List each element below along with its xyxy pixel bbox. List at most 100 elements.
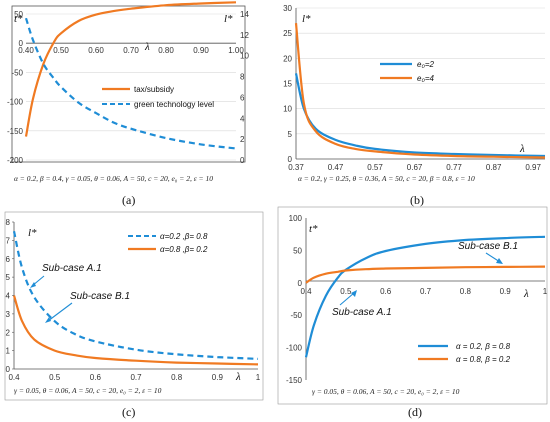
panel-a-xtick: 0.80	[158, 46, 174, 55]
panel-d-ytick: 50	[293, 246, 302, 255]
panel-d-ytick: 0	[298, 279, 303, 288]
panel-c-xtick: 0.4	[8, 373, 20, 382]
panel-a-ytick-left: 50	[14, 10, 23, 19]
panel-b-xtick: 0.77	[446, 163, 462, 172]
panel-a-ytick-right: 0	[240, 156, 245, 165]
panel-d-xtick: 0.7	[420, 287, 432, 296]
panel-c-legend-label-2: α=0.8 ,β= 0.2	[160, 245, 208, 254]
panel-d-label: (d)	[408, 405, 422, 419]
panel-c-ytick: 3	[6, 310, 11, 319]
panel-b-series-line-2	[294, 22, 546, 159]
panel-a-ytick-left: -100	[7, 98, 24, 107]
panel-c: 8 7 6 5 4 3 2 1 00.4 0.5 0.6 0.7 0.8 0.9 1 l* λ α=0.2 …	[4, 211, 264, 419]
panel-a-series-line-1	[24, 1, 237, 137]
panel-c-xtick: 1	[256, 373, 261, 382]
panel-a-frame	[11, 5, 246, 163]
panel-a-ytick-right: 12	[240, 31, 249, 40]
panel-c-xtick: 0.7	[130, 373, 142, 382]
panel-a-ytick-right: 4	[240, 114, 245, 123]
panel-c-ytick: 6	[6, 255, 11, 264]
panel-d-xtick: 0.6	[380, 287, 392, 296]
panel-c-ytick: 2	[6, 328, 11, 337]
panel-c-frame	[4, 211, 264, 401]
panel-a-xtick: 0.50	[53, 46, 69, 55]
panel-b: 30 25 20 15 10 5 00.37 0.47 0.57 0.67 0.77 0.87 0.97…	[283, 4, 546, 207]
panel-d-xtick: 0.9	[500, 287, 512, 296]
panel-a-ytick-right: 14	[240, 10, 249, 19]
panel-b-ytick: 30	[283, 4, 292, 13]
panel-a-ylabel-right: l*	[224, 13, 233, 25]
panel-c-ytick: 7	[6, 236, 11, 245]
panel-d-legend-label-2: α = 0.8, β = 0.2	[456, 355, 511, 364]
panel-d-caption: γ = 0.05, θ = 0.06, A = 50, c = 20, e₀ =…	[312, 387, 460, 396]
panel-b-ylabel: l*	[302, 13, 311, 25]
panel-d-arrow-a1	[339, 292, 355, 306]
panel-d-annotation-b1: Sub-case B.1	[458, 241, 518, 252]
panel-b-ytick: 10	[283, 105, 292, 114]
panel-a-ytick-right: 10	[240, 52, 249, 61]
panel-b-legend-label-2: e₀=4	[417, 74, 434, 83]
panel-b-legend-label-1: e₀=2	[417, 60, 434, 69]
panel-a-ytick-right: 6	[240, 93, 245, 102]
panel-c-label: (c)	[122, 405, 135, 419]
panel-c-arrowhead-a1	[30, 282, 36, 288]
panel-b-xtick: 0.47	[328, 163, 344, 172]
panel-a-xtick: 0.70	[123, 46, 139, 55]
panel-b-ytick: 5	[288, 130, 293, 139]
panel-d-ytick: 100	[289, 214, 303, 223]
panel-d-annotation-a1: Sub-case A.1	[332, 307, 392, 318]
panel-a-xtick: 0.60	[88, 46, 104, 55]
panel-c-ytick: 8	[6, 218, 11, 227]
panel-b-ytick: 20	[283, 54, 292, 63]
panel-c-ytick: 5	[6, 273, 11, 282]
panel-a-ytick-left: 0	[19, 39, 24, 48]
panel-a-ytick-right: 2	[240, 135, 245, 144]
panel-a-series-line-2	[24, 17, 237, 150]
panel-d-ytick: -100	[286, 344, 303, 353]
panel-d-ytick: -150	[286, 376, 303, 385]
panel-d-ytick: -50	[290, 311, 302, 320]
panel-d-ylabel: t*	[309, 223, 318, 235]
panel-c-annotation-b1: Sub-case B.1	[70, 291, 130, 302]
panel-b-xtick: 0.97	[525, 163, 541, 172]
panel-a-xlabel: λ	[144, 41, 150, 53]
panel-d-legend-label-1: α = 0.2, β = 0.8	[456, 342, 511, 351]
panel-a-ytick-left: -150	[7, 127, 24, 136]
panel-b-caption: α = 0.2, γ = 0.25, θ = 0.36, A = 50, c =…	[298, 174, 475, 183]
panel-a-xtick: 0.40	[18, 46, 34, 55]
panel-d-frame	[277, 206, 548, 405]
panel-b-xtick: 0.87	[486, 163, 502, 172]
panel-b-label: (b)	[410, 193, 424, 207]
panel-a-ytick-left: -200	[7, 156, 24, 165]
panel-c-xtick: 0.9	[212, 373, 224, 382]
panel-c-caption: γ = 0.05, θ = 0.06, A = 50, c = 20, e₀ =…	[14, 386, 162, 395]
panel-c-arrow-b1	[47, 302, 73, 322]
panel-a-legend-label-1: tax/subsidy	[134, 85, 174, 94]
panel-a-caption: α = 0.2, β = 0.4, γ = 0.05, θ = 0.06, A …	[14, 174, 213, 183]
panel-c-ytick: 4	[6, 292, 11, 301]
panel-b-xtick: 0.37	[288, 163, 304, 172]
panel-c-xtick: 0.8	[171, 373, 183, 382]
panel-a-legend-label-2: green technology level	[134, 100, 214, 109]
panel-b-xtick: 0.57	[367, 163, 383, 172]
panel-a-ylabel-left: t*	[14, 13, 23, 25]
panel-b-ytick: 0	[288, 155, 293, 164]
panel-c-xtick: 0.6	[90, 373, 102, 382]
panel-a-xtick: 0.90	[193, 46, 209, 55]
panel-c-annotation-a1: Sub-case A.1	[42, 263, 102, 274]
panel-d-arrowhead-a1	[351, 290, 357, 297]
panel-c-arrowhead-b1	[45, 317, 51, 323]
panel-c-series-line-2	[12, 295, 259, 366]
panel-d-arrowhead-b1	[496, 258, 503, 264]
panel-c-legend-label-1: α=0.2 ,β= 0.8	[160, 232, 208, 241]
panel-b-ytick: 15	[283, 80, 292, 89]
panel-d-series-line-2	[305, 265, 546, 284]
panel-a-ytick-left: -50	[11, 68, 23, 77]
panel-d-series-line-1	[304, 235, 546, 358]
panel-c-ylabel: l*	[28, 227, 37, 239]
panel-c-xtick: 0.5	[49, 373, 61, 382]
panel-d-xlabel: λ	[523, 288, 529, 300]
panel-c-series-line-1	[12, 230, 259, 360]
